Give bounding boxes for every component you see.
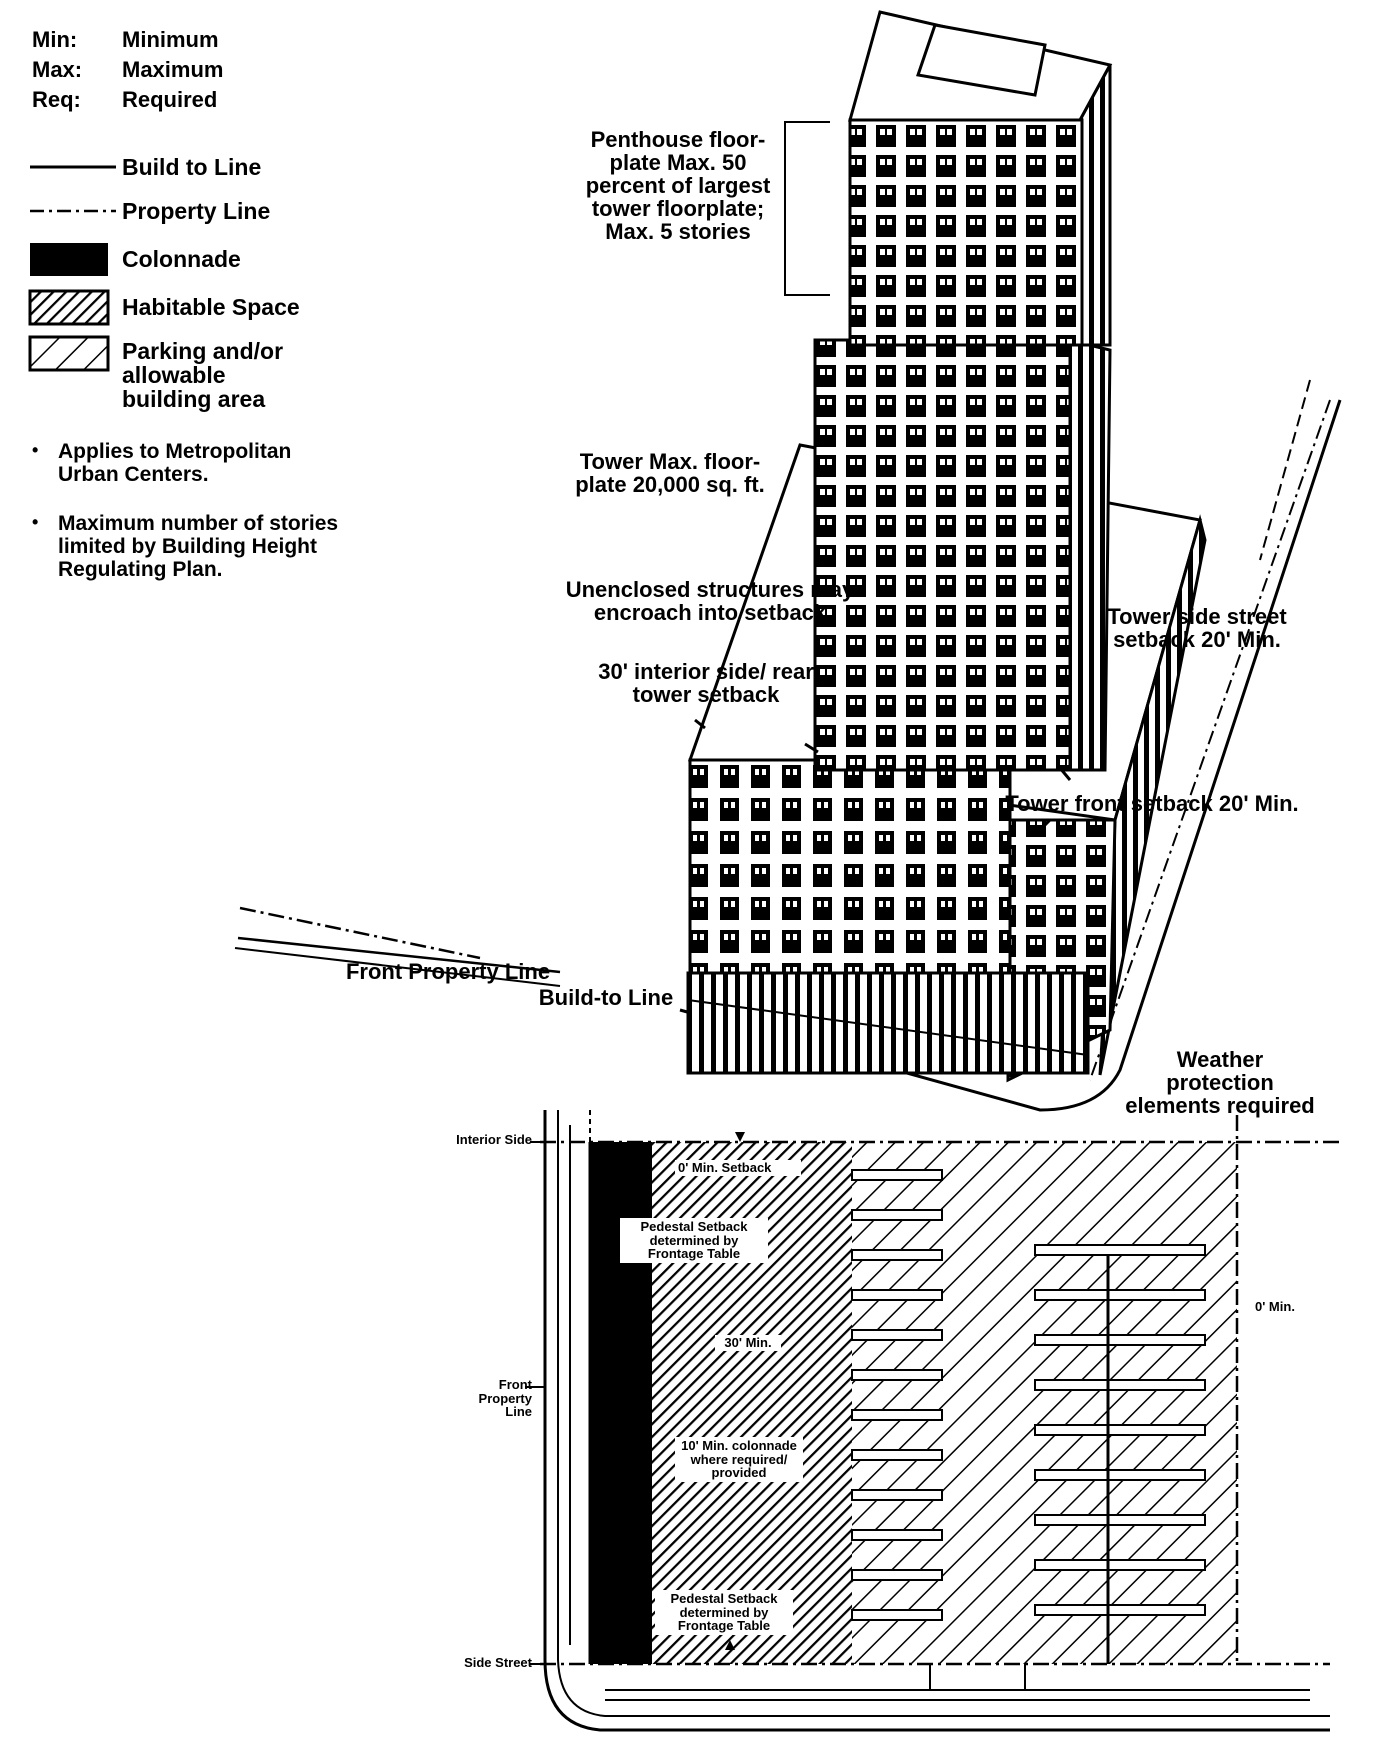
legend-note-stories: Maximum number of stories limited by Bui… — [58, 512, 339, 582]
annot-tower-floorplate: Tower Max. floor-plate 20,000 sq. ft. — [575, 449, 765, 498]
curb-line — [679, 399, 1342, 1112]
axonometric-building — [234, 10, 1342, 1112]
annot-front-property-line: Front Property Line — [345, 959, 551, 984]
plan-min-setback: 0' Min. Setback — [675, 1160, 801, 1176]
legend-habitable-label: Habitable Space — [122, 294, 300, 320]
legend-colonnade-swatch — [30, 243, 108, 276]
plan-right-min: 0' Min. — [1255, 1299, 1295, 1314]
legend-build-to-line-label: Build to Line — [122, 154, 262, 180]
annot-interior-setback: 30' interior side/ rear tower setback — [598, 659, 814, 708]
legend-abbr-req: Req: — [32, 87, 81, 112]
legend-abbr-max: Max: — [32, 57, 83, 82]
plan-pedestal-bottom: Pedestal Setback determined by Frontage … — [655, 1590, 793, 1635]
legend-habitable-swatch — [28, 289, 110, 326]
legend-meaning-max: Maximum — [122, 57, 224, 82]
front-property-line — [239, 906, 481, 960]
note-bullet-2: • — [32, 512, 39, 532]
annot-penthouse: Penthouse floor-plate Max. 50 percent of… — [585, 127, 771, 245]
plan-colonnade-required: 10' Min. colonnade where required/ provi… — [675, 1437, 803, 1482]
annot-front-setback: Tower front setback 20' Min. — [1005, 791, 1299, 816]
annot-unenclosed: Unenclosed structures may encroach into … — [565, 577, 855, 626]
plan-front-property-line: Front Property Line — [478, 1377, 532, 1420]
annot-weather: Weather protection elements required — [1125, 1047, 1315, 1119]
annot-build-to-line: Build-to Line — [538, 985, 674, 1010]
legend-abbr-min: Min: — [32, 27, 78, 52]
plan-interior-side: Interior Side — [456, 1132, 532, 1147]
annot-side-street-setback: Tower side street setback 20' Min. — [1107, 604, 1287, 653]
legend-note-metropolitan: Applies to Metropolitan Urban Centers. — [58, 440, 292, 487]
legend-parking-label: Parking and/or allowable building area — [122, 338, 284, 413]
legend-property-line-label: Property Line — [122, 198, 271, 224]
legend-meaning-req: Required — [122, 87, 218, 112]
note-bullet-1: • — [32, 440, 39, 460]
plan-side-street: Side Street — [464, 1655, 532, 1670]
legend-parking-swatch — [28, 335, 110, 372]
plan-depth: 30' Min. — [715, 1335, 781, 1351]
legend-colonnade-label: Colonnade — [122, 246, 241, 272]
site-plan — [525, 1110, 1340, 1732]
legend-meaning-min: Minimum — [122, 27, 219, 52]
plan-pedestal-top: Pedestal Setback determined by Frontage … — [620, 1218, 768, 1263]
